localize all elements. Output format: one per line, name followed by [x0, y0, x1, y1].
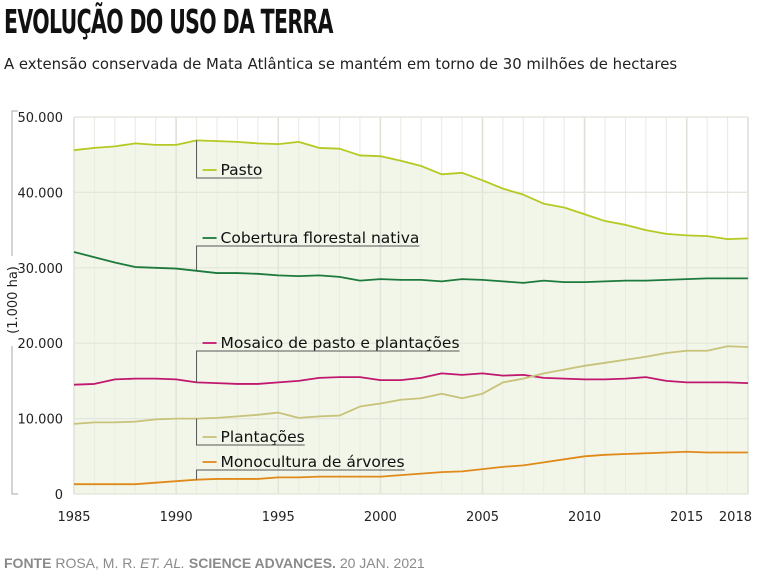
- source-label: FONTE: [4, 555, 52, 571]
- source-authors: ROSA, M. R.: [55, 555, 137, 571]
- source-journal: SCIENCE ADVANCES.: [188, 555, 336, 571]
- series-label-mosaico-de-pasto-e-plantacoes: Mosaico de pasto e plantações: [221, 334, 460, 352]
- line-mosaico-de-pasto-e-plantacoes: [73, 372, 749, 386]
- leader-line-plantacoes: [196, 418, 305, 446]
- leader-line-cobertura-florestal-nativa: [196, 245, 420, 271]
- y-tick-label: 10.000: [18, 413, 64, 428]
- y-tick-label: 40.000: [18, 186, 64, 201]
- x-tick-label: 2010: [568, 510, 601, 525]
- line-pasto: [73, 139, 749, 241]
- series-label-plantacoes: Plantações: [221, 428, 305, 446]
- chart-title: EVOLUÇÃO DO USO DA TERRA: [4, 2, 333, 41]
- leader-line-pasto: [196, 140, 263, 179]
- x-tick-label: 2018: [719, 510, 752, 525]
- leader-line-mosaico-de-pasto-e-plantacoes: [196, 350, 460, 383]
- area-fills: [73, 116, 749, 495]
- y-tick-label: 50.000: [18, 111, 64, 126]
- y-axis-label: (1.000 ha): [6, 266, 21, 334]
- x-tick-label: 2015: [670, 510, 703, 525]
- series-label-cobertura-florestal-nativa: Cobertura florestal nativa: [221, 229, 420, 247]
- x-tick-label: 1985: [57, 510, 90, 525]
- area-pasto: [74, 140, 748, 494]
- series-labels: Pasto Cobertura florestal nativa Mosaico d…: [196, 140, 460, 480]
- x-tick-label: 2005: [466, 510, 499, 525]
- series-label-pasto: Pasto: [221, 161, 263, 179]
- y-tick-label: 30.000: [18, 262, 64, 277]
- x-tick-label: 1990: [160, 510, 193, 525]
- leader-line-monocultura-de-arvores: [196, 469, 405, 480]
- source-date: 20 JAN. 2021: [339, 555, 425, 571]
- source-etal: ET. AL.: [140, 555, 186, 571]
- series-lines: [73, 139, 749, 486]
- y-tick-label: 0: [55, 488, 63, 503]
- line-cobertura-florestal-nativa: [73, 251, 748, 284]
- x-axis: 1985 1990 1995 2000 2005 2010 2015 2018: [57, 510, 752, 525]
- series-label-monocultura-de-arvores: Monocultura de árvores: [221, 453, 405, 471]
- line-plantacoes: [73, 345, 749, 425]
- y-axis-bracket-top: [11, 110, 18, 256]
- line-monocultura-de-arvores: [74, 450, 748, 486]
- chart-subtitle: A extensão conservada de Mata Atlântica …: [4, 55, 678, 73]
- y-axis-bracket-bottom: [11, 346, 18, 495]
- x-tick-label: 2000: [364, 510, 397, 525]
- x-tick-label: 1995: [262, 510, 295, 525]
- y-tick-label: 20.000: [18, 337, 64, 352]
- y-axis: (1.000 ha) 0 10.000 20.000 30.000 40.000 50.00…: [6, 110, 64, 503]
- source-note: FONTE ROSA, M. R. ET. AL. SCIENCE ADVANC…: [4, 555, 425, 571]
